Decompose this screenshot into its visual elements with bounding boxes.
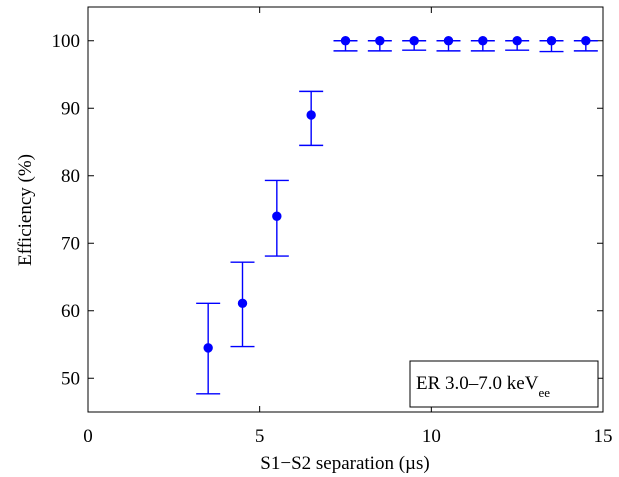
annotation-box: ER 3.0–7.0 keVee [409,360,599,408]
x-tick-label: 10 [422,426,441,447]
axis-ticks [87,7,604,412]
x-tick-label: 15 [594,426,613,447]
data-point [409,36,419,46]
data-point [443,36,454,46]
y-tick-label: 70 [61,233,80,254]
data-point [478,36,488,46]
annotation-text: ER 3.0–7.0 keVee [416,373,550,400]
data-point [237,298,248,309]
annotation-main: ER 3.0–7.0 keV [416,373,539,394]
data-point [272,211,282,221]
y-tick-label: 50 [61,368,80,389]
data-point [581,36,591,46]
y-axis-label: Efficiency (%) [15,154,36,266]
axis-tick-labels: 0 5 10 15 50 60 70 80 90 100 [52,31,613,447]
y-tick-label: 60 [61,301,80,322]
x-tick-label: 0 [83,426,93,447]
data-point [512,36,522,46]
y-tick-label: 100 [52,31,81,52]
data-point [546,36,557,46]
plot-area [88,7,603,412]
data-point [203,343,213,353]
y-tick-label: 90 [61,98,80,119]
annotation-subscript: ee [538,385,550,400]
data-points [203,36,591,353]
data-point [340,36,351,46]
data-point [306,110,316,120]
x-tick-label: 5 [255,426,265,447]
x-axis-label: S1−S2 separation (µs) [260,453,429,474]
y-tick-label: 80 [61,166,80,187]
annotation-frame [409,360,599,408]
plot-frame [87,6,604,413]
data-point [375,36,385,46]
